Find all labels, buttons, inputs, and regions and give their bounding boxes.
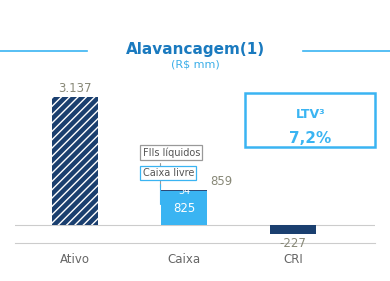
Text: 7,2%: 7,2% [289,131,332,146]
Bar [161,191,207,225]
Text: 34: 34 [178,186,190,196]
Text: LTV³: LTV³ [295,108,325,121]
Text: Alavancagem(1): Alavancagem(1) [126,42,264,57]
Text: Caixa livre: Caixa livre [143,168,194,204]
Text: FIIs líquidos: FIIs líquidos [143,147,200,187]
Bar [161,190,207,191]
Text: -227: -227 [280,237,307,250]
Text: (R$ mm): (R$ mm) [171,60,219,70]
Bar [270,225,316,234]
Text: 859: 859 [210,175,232,188]
FancyBboxPatch shape [245,93,375,147]
Bar [52,97,98,225]
Bar [52,97,98,225]
Text: 825: 825 [173,202,195,215]
Text: 3.137: 3.137 [58,81,92,95]
